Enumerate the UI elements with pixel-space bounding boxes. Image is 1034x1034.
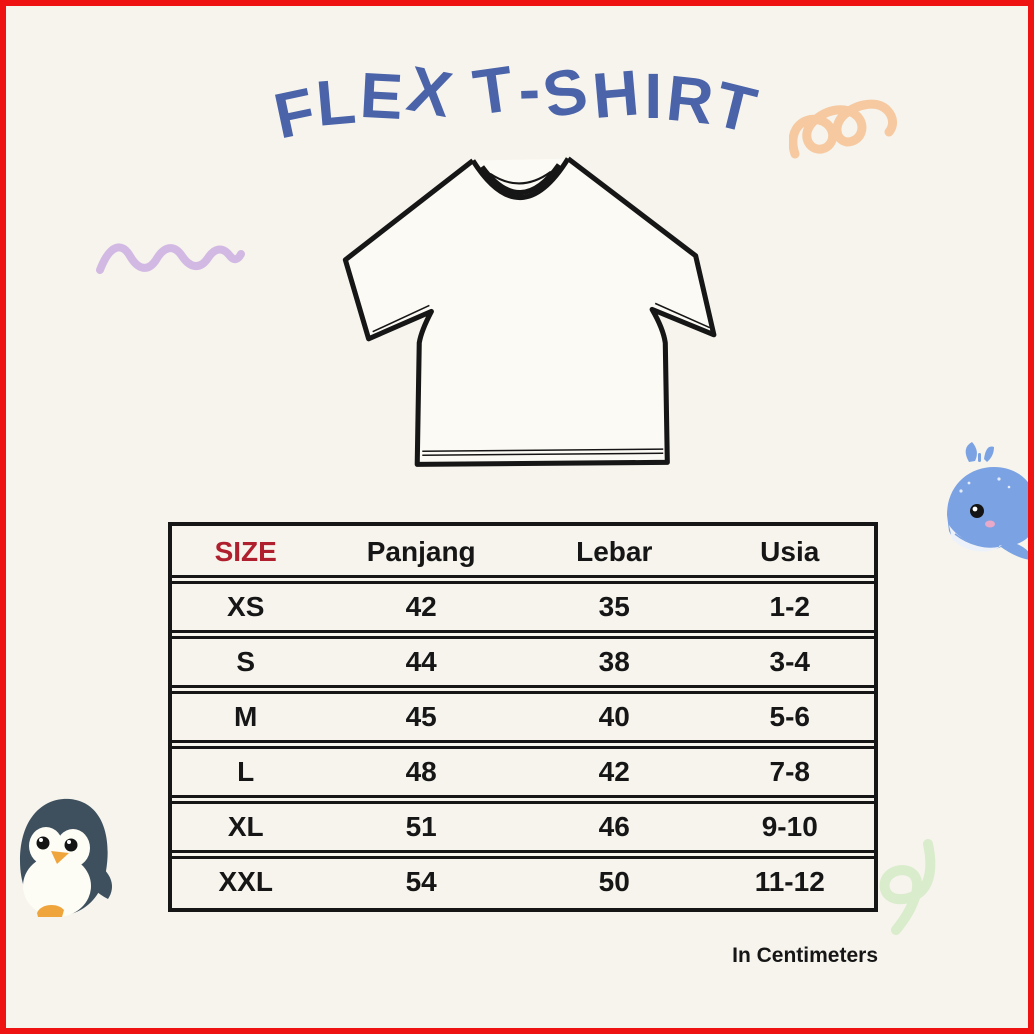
penguin-eye [64,838,78,852]
table-row: XL 51 46 9-10 [172,801,874,853]
table-row: XXL 54 50 11-12 [172,856,874,905]
penguin-decoration [20,798,112,917]
table-header-row: SIZE Panjang Lebar Usia [172,529,874,578]
tshirt-hem-stitch-1 [422,448,664,452]
table-cell: 42 [522,746,706,798]
table-cell: 5-6 [705,691,874,743]
table-cell: XS [172,581,320,633]
table-cell: 1-2 [705,581,874,633]
table-cell: 35 [522,581,706,633]
tshirt-collar-seam-2 [492,179,549,195]
tshirt-collar-outer [470,157,571,200]
whale-cheek [985,520,995,528]
size-table: SIZE Panjang Lebar Usia XS 42 35 1-2 S 4… [168,522,878,912]
table-row: M 45 40 5-6 [172,691,874,743]
col-header-size: SIZE [172,529,320,578]
whale-body [947,467,1028,560]
table-cell: 48 [319,746,523,798]
table-row: L 48 42 7-8 [172,746,874,798]
penguin-eye [36,836,50,850]
table-cell: 40 [522,691,706,743]
tshirt-collar-inner [479,163,562,195]
whale-eye [970,504,984,518]
table-row: XS 42 35 1-2 [172,581,874,633]
table-cell: S [172,636,320,688]
table-cell: L [172,746,320,798]
purple-squiggle-decoration [96,243,245,274]
tshirt-right-sleeve-stitch [654,302,711,329]
table-cell: 9-10 [705,801,874,853]
penguin-foot [37,904,64,917]
table-row: S 44 38 3-4 [172,636,874,688]
col-header-panjang: Panjang [319,529,523,578]
tshirt-drawing [342,156,717,467]
table-cell: 3-4 [705,636,874,688]
col-header-usia: Usia [705,529,874,578]
orange-spiral-decoration [789,99,897,159]
whale-belly [949,525,1002,552]
green-squiggle-decoration [879,839,936,935]
table-cell: 38 [522,636,706,688]
whale-decoration [947,442,1028,560]
tshirt-collar-seam-1 [489,170,552,185]
table-cell: 45 [319,691,523,743]
page-title: FLEX T-SHIRT [267,51,769,153]
penguin-flipper [81,863,112,899]
table-cell: XL [172,801,320,853]
unit-note: In Centimeters [732,944,878,967]
table-cell: 46 [522,801,706,853]
col-header-lebar: Lebar [522,529,706,578]
penguin-belly [23,855,91,917]
table-cell: 51 [319,801,523,853]
table-cell: 11-12 [705,856,874,905]
whale-spout-icon [965,442,994,462]
table-cell: 42 [319,581,523,633]
table-cell: 44 [319,636,523,688]
tshirt-body-outline [342,156,717,467]
table-cell: 54 [319,856,523,905]
table-cell: 7-8 [705,746,874,798]
table-cell: XXL [172,856,320,905]
tshirt-left-sleeve-stitch [372,304,430,333]
penguin-beak [51,851,69,864]
tshirt-hem-stitch-2 [422,452,664,457]
table-cell: M [172,691,320,743]
table-cell: 50 [522,856,706,905]
